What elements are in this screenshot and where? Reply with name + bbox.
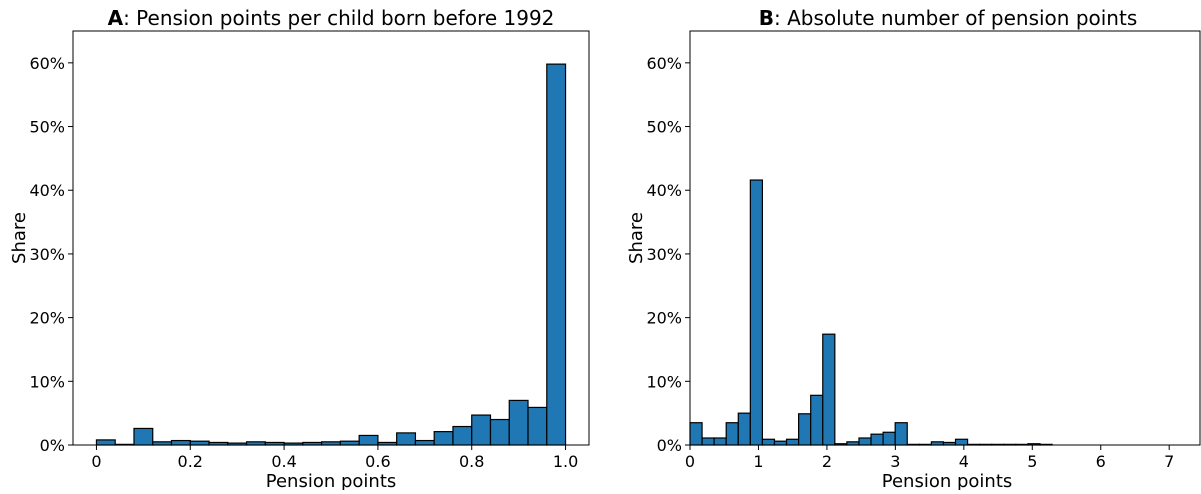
panel-a-bar (358, 434, 379, 446)
panel-b-bar (810, 394, 824, 446)
panel-a-title: A: Pension points per child born before … (108, 6, 555, 30)
panel-b-y-tick-label: 20% (646, 309, 682, 328)
panel-b-bar (725, 422, 739, 446)
panel-b-y-tick-label: 30% (646, 245, 682, 264)
panel-b-bar (785, 438, 800, 446)
panel-a-x-tick-label: 0.2 (178, 452, 203, 471)
panel-b-bar (822, 333, 836, 446)
panel-a-x-ticks: 0 0.2 0.4 0.6 0.8 1.0 (91, 445, 578, 471)
panel-b-x-tick-label: 5 (1027, 452, 1037, 471)
panel-b-y-tick-label: 0% (657, 436, 682, 455)
panel-a-x-axis-label: Pension points (266, 471, 397, 490)
panel-b-bar (798, 413, 812, 446)
panel-b-bar (689, 422, 703, 446)
panel-a-y-tick-label: 0% (40, 436, 65, 455)
panel-b-bar (894, 422, 908, 446)
panel-b-x-tick-label: 0 (685, 452, 695, 471)
panel-a-bar (471, 414, 492, 446)
panel-a-bar (546, 63, 567, 446)
panel-a-x-tick-label: 1.0 (553, 452, 578, 471)
panel-b-bar (773, 440, 788, 446)
panel-b-x-tick-label: 4 (959, 452, 969, 471)
panel-a-frame (72, 30, 590, 446)
panel-a-bar (433, 431, 454, 446)
panel-a-y-ticks: 0% 10% 20% 30% 40% 50% 60% (29, 54, 73, 455)
panel-a-y-axis-label: Share (9, 212, 30, 264)
panel-a-bars (95, 63, 567, 446)
panel-a-bar (489, 418, 510, 446)
panel-a-y-tick-label: 10% (29, 372, 65, 391)
panel-b-x-ticks: 0 1 2 3 4 5 6 7 (685, 445, 1174, 471)
panel-b-x-tick-label: 2 (822, 452, 832, 471)
panel-b-y-tick-label: 50% (646, 118, 682, 137)
panel-a-title-letter: A (108, 6, 124, 30)
panel-b-bars (689, 179, 1053, 446)
panel-a-bar (452, 425, 473, 446)
panel-a-x-tick-label: 0 (91, 452, 101, 471)
panel-a-y-tick-label: 40% (29, 181, 65, 200)
panel-b-title-text: : Absolute number of pension points (774, 6, 1137, 30)
panel-a-bar (95, 439, 116, 446)
panel-a-bar (396, 432, 417, 446)
panel-a-y-tick-label: 30% (29, 245, 65, 264)
panel-a-y-tick-label: 50% (29, 118, 65, 137)
panel-a-bar (339, 440, 360, 446)
panel-b-bar (882, 431, 896, 446)
panel-b-y-tick-label: 40% (646, 181, 682, 200)
panel-a-bar (414, 439, 435, 446)
panel-b-bar (737, 412, 751, 446)
panel-a: A: Pension points per child born before … (9, 6, 590, 492)
panel-a-x-tick-label: 0.6 (365, 452, 390, 471)
panel-b: B: Absolute number of pension points 0 1 2… (626, 6, 1201, 492)
panel-a-x-tick-label: 0.4 (271, 452, 296, 471)
panel-b-y-axis-label: Share (626, 212, 647, 264)
panel-b-bar (954, 438, 969, 446)
panel-a-bar (170, 439, 191, 446)
panel-a-title-text: : Pension points per child born before 1… (123, 6, 554, 30)
panel-a-x-tick-label: 0.8 (459, 452, 484, 471)
panel-b-x-tick-label: 1 (753, 452, 763, 471)
panel-b-bar (713, 437, 727, 446)
panel-b-bar (870, 433, 884, 446)
panel-b-y-tick-label: 10% (646, 372, 682, 391)
panel-a-bar (508, 399, 529, 446)
panel-a-bar (133, 427, 154, 446)
panel-a-bar (189, 440, 210, 446)
panel-b-y-tick-label: 60% (646, 54, 682, 73)
panel-b-bar (701, 437, 715, 446)
panel-b-x-tick-label: 6 (1096, 452, 1106, 471)
panel-b-x-tick-label: 3 (890, 452, 900, 471)
panel-b-bar (858, 437, 872, 446)
panel-b-title: B: Absolute number of pension points (759, 6, 1138, 30)
panel-b-x-tick-label: 7 (1164, 452, 1174, 471)
panel-b-y-ticks: 0% 10% 20% 30% 40% 50% 60% (646, 54, 690, 455)
panel-b-x-axis-label: Pension points (882, 471, 1013, 490)
panel-a-y-tick-label: 20% (29, 309, 65, 328)
panel-a-y-tick-label: 60% (29, 54, 65, 73)
panel-b-bar (749, 179, 764, 446)
panel-a-bar (527, 406, 548, 446)
panel-b-title-letter: B (759, 6, 774, 30)
panel-b-bar (761, 438, 776, 446)
panel-b-frame (689, 30, 1201, 446)
